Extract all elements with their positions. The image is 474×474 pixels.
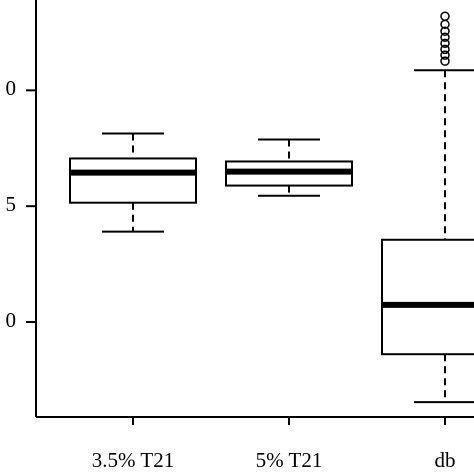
box [381,238,474,356]
x-tick-label: 3.5% T21 [92,448,174,472]
y-tick-label: 0 [6,308,17,332]
box [69,157,197,204]
outlier [440,56,450,66]
outlier [440,38,450,49]
outlier [440,44,450,55]
outlier [440,32,450,43]
outlier [440,19,450,30]
y-tick-label: 5 [6,192,17,216]
x-tick-label: 5% T21 [256,448,323,472]
outlier [440,26,450,37]
y-tick-label: 0 [6,76,17,100]
x-tick-label: db [435,448,456,472]
outlier [440,11,450,21]
outlier [440,50,450,60]
